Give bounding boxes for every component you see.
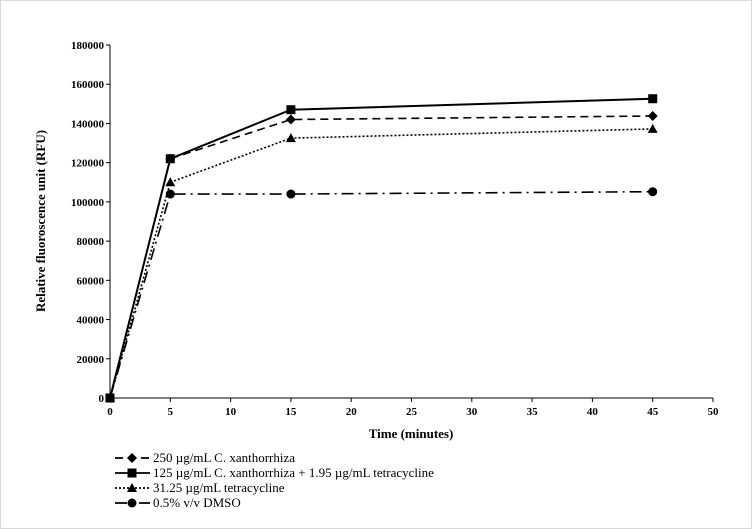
y-tick-label: 0 xyxy=(99,393,105,405)
series-line xyxy=(109,115,653,399)
series-line xyxy=(109,190,653,399)
data-point xyxy=(648,187,658,197)
legend-label: 0.5% v/v DMSO xyxy=(153,495,241,510)
series-diamond xyxy=(105,110,658,403)
legend-swatch-marker xyxy=(127,498,137,508)
data-point xyxy=(286,105,296,115)
y-tick-label: 40000 xyxy=(77,315,105,327)
x-tick-label: 45 xyxy=(647,406,659,418)
legend-item: 0.5% v/v DMSO xyxy=(115,495,241,510)
x-axis-label: Time (minutes) xyxy=(369,426,454,441)
legend-label: 31.25 µg/mL tetracycline xyxy=(153,480,285,495)
data-point xyxy=(648,94,658,104)
legend-label: 125 µg/mL C. xanthorrhiza + 1.95 µg/mL t… xyxy=(153,465,434,480)
y-tick-label: 140000 xyxy=(71,118,105,130)
y-tick-label: 160000 xyxy=(71,79,105,91)
x-tick-label: 35 xyxy=(527,406,539,418)
y-tick-label: 120000 xyxy=(71,158,105,170)
legend-label: 250 µg/mL C. xanthorrhiza xyxy=(153,450,295,465)
data-point xyxy=(105,393,115,403)
data-point xyxy=(286,189,296,199)
legend-swatch-marker xyxy=(127,453,137,463)
y-tick-label: 20000 xyxy=(77,354,105,366)
x-tick-label: 50 xyxy=(708,406,720,418)
series-square xyxy=(105,94,658,403)
legend-item: 250 µg/mL C. xanthorrhiza xyxy=(115,450,295,465)
x-tick-label: 30 xyxy=(466,406,478,418)
y-tick-label: 100000 xyxy=(71,197,105,209)
x-tick-label: 25 xyxy=(406,406,418,418)
series-circle xyxy=(105,187,658,403)
legend-swatch-marker xyxy=(127,468,137,478)
y-tick-label: 60000 xyxy=(77,275,105,287)
legend-swatch-marker xyxy=(127,483,137,492)
series-triangle xyxy=(105,123,658,402)
legend-item: 31.25 µg/mL tetracycline xyxy=(115,480,285,495)
y-axis-label: Relative fluoroscence unit (RFU) xyxy=(33,130,48,312)
x-tick-label: 10 xyxy=(225,406,237,418)
data-point xyxy=(647,110,658,121)
data-point xyxy=(165,154,175,164)
data-point xyxy=(165,177,176,187)
data-point xyxy=(285,133,296,143)
series-line xyxy=(109,128,653,399)
data-point xyxy=(647,123,658,133)
x-tick-label: 20 xyxy=(346,406,358,418)
x-tick-label: 5 xyxy=(168,406,174,418)
series-line xyxy=(109,97,653,399)
y-tick-label: 80000 xyxy=(77,236,105,248)
x-tick-label: 40 xyxy=(587,406,599,418)
legend-item: 125 µg/mL C. xanthorrhiza + 1.95 µg/mL t… xyxy=(115,465,434,480)
y-tick-label: 180000 xyxy=(71,40,105,52)
x-tick-label: 0 xyxy=(107,406,113,418)
data-point xyxy=(285,114,296,125)
data-point xyxy=(165,189,175,199)
x-tick-label: 15 xyxy=(285,406,297,418)
